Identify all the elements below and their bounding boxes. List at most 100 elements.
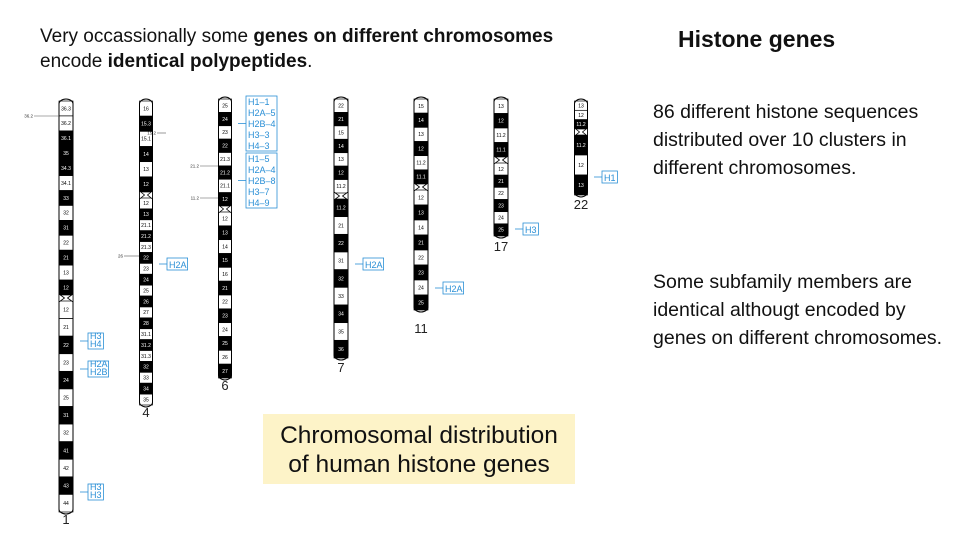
band-label: 25: [498, 228, 504, 234]
band-label: 12: [498, 167, 504, 173]
band-label: 12: [418, 195, 424, 201]
chromosome-number: 4: [142, 405, 149, 420]
centromere: [493, 155, 509, 165]
band-label: 21.2: [141, 234, 151, 240]
band-label: 11.1: [496, 148, 506, 154]
band-label: 21.1: [220, 184, 230, 190]
band-label: 12: [338, 171, 344, 177]
intro-text-span: Very occassionally some: [40, 26, 254, 47]
band-label: 11.2: [496, 133, 506, 139]
gene-label: H2A: [90, 359, 108, 369]
band-label: 22: [222, 300, 228, 306]
gene-label: H4: [90, 339, 102, 349]
gene-label: H3–3: [248, 130, 270, 140]
band-label: 21: [222, 286, 228, 292]
band-label: 36.1: [61, 136, 71, 142]
gene-label: H4–9: [248, 198, 270, 208]
gene-label: H3: [90, 331, 102, 341]
band-label: 12: [498, 119, 504, 125]
band-label: 22: [222, 144, 228, 150]
band-label: 21.3: [141, 245, 151, 251]
intro-text: Very occassionally some genes on differe…: [40, 24, 640, 74]
band-label: 15: [338, 130, 344, 136]
band-label: 44: [63, 501, 69, 507]
chromosome-outline: [58, 98, 74, 515]
band-label: 22: [63, 343, 69, 349]
band-label: 31.3: [141, 354, 151, 360]
band-label: 13: [498, 104, 504, 110]
band-label: 24: [143, 278, 149, 284]
band-label: 24: [418, 285, 424, 291]
band-label: 31: [338, 259, 344, 265]
gene-label: H3: [90, 482, 102, 492]
band-label: 31.2: [141, 343, 151, 349]
side-label: 26: [118, 254, 124, 259]
band-label: 31: [63, 413, 69, 419]
band-label: 43: [63, 483, 69, 489]
band-label: 13: [418, 210, 424, 216]
chromosome-number: 22: [574, 197, 588, 212]
gene-label: H3–7: [248, 187, 270, 197]
band-label: 13: [63, 270, 69, 276]
band-label: 11.2: [576, 143, 586, 149]
chromosome-number: 7: [337, 360, 344, 375]
band-label: 36.3: [61, 106, 71, 112]
band-label: 13: [418, 132, 424, 138]
band-label: 21.2: [220, 170, 230, 176]
band-label: 34: [338, 312, 344, 318]
band-label: 13: [578, 183, 584, 189]
centromere: [574, 127, 588, 137]
band-label: 31: [63, 226, 69, 232]
band-label: 13: [578, 103, 584, 109]
band-label: 22: [338, 241, 344, 247]
note-histone-count: 86 different histone sequences distribut…: [653, 101, 919, 179]
band-label: 25: [222, 103, 228, 109]
intro-line-2: encode identical polypeptides.: [40, 49, 640, 74]
band-label: 21: [498, 179, 504, 185]
gene-box: [362, 257, 385, 271]
band-label: 23: [498, 203, 504, 209]
diagram-caption: Chromosomal distribution of human histon…: [263, 414, 575, 484]
gene-box: [522, 222, 539, 236]
gene-box: [245, 152, 278, 209]
side-label: 21.2: [190, 164, 199, 169]
band-label: 15.1: [141, 137, 151, 143]
band-label: 25: [222, 341, 228, 347]
band-label: 15.3: [141, 122, 151, 128]
side-label: 36.2: [24, 114, 33, 119]
intro-text-span: encode: [40, 51, 108, 72]
chromosome-outline: [139, 98, 153, 408]
band-label: 33: [338, 294, 344, 300]
slide-title: Histone genes: [678, 26, 836, 52]
chromosome-number: 1: [62, 512, 69, 527]
gene-label: H3: [525, 225, 537, 235]
gene-box: [87, 360, 110, 378]
gene-label: H3: [90, 490, 102, 500]
band-label: 35: [63, 151, 69, 157]
band-label: 24: [498, 216, 504, 222]
gene-box: [87, 332, 104, 350]
gene-label: H2B: [90, 367, 108, 377]
band-label: 41: [63, 448, 69, 454]
band-label: 36: [338, 347, 344, 353]
band-label: 14: [418, 225, 424, 231]
band-label: 34.1: [61, 181, 71, 187]
band-label: 12: [63, 285, 69, 291]
band-label: 36.2: [61, 121, 71, 127]
chromosome-outline: [333, 96, 349, 361]
gene-box: [601, 170, 618, 184]
caption-line-2: of human histone genes: [288, 451, 550, 478]
band-label: 25: [418, 300, 424, 306]
band-label: 32: [338, 276, 344, 282]
band-label: 14: [418, 118, 424, 124]
gene-box: [442, 281, 465, 295]
band-label: 33: [63, 196, 69, 202]
band-label: 11.2: [336, 184, 346, 190]
band-label: 33: [143, 376, 149, 382]
band-label: 24: [63, 378, 69, 384]
gene-label: H1: [604, 173, 616, 183]
band-label: 27: [143, 310, 149, 316]
band-label: 12: [222, 197, 228, 203]
band-label: 12: [418, 146, 424, 152]
band-label: 12: [222, 217, 228, 223]
